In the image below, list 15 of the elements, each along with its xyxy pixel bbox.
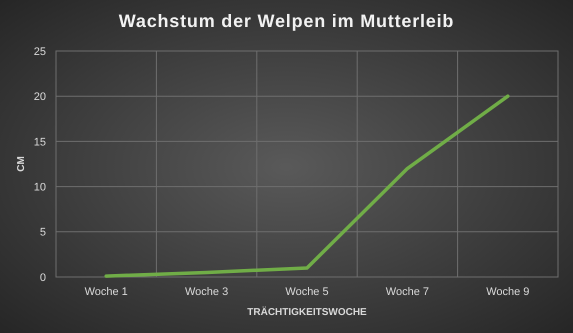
x-axis-title: TRÄCHTIGKEITSWOCHE	[247, 306, 368, 318]
line-series	[104, 94, 510, 278]
y-tick-label: 0	[40, 272, 46, 284]
y-tick-label: 25	[34, 46, 46, 58]
x-tick-label: Woche 9	[486, 286, 530, 298]
y-axis-title: CM	[16, 156, 27, 172]
chart-title: Wachstum der Welpen im Mutterleib	[118, 11, 454, 31]
x-tick-label: Woche 1	[84, 286, 128, 298]
y-tick-label: 15	[34, 136, 46, 148]
x-tick-label: Woche 3	[184, 286, 228, 298]
y-tick-label: 20	[34, 91, 46, 104]
x-tick-label: Woche 7	[386, 286, 430, 298]
y-tick-label: 5	[40, 226, 46, 239]
y-tick-label: 10	[34, 181, 46, 194]
x-tick-label: Woche 5	[285, 286, 329, 298]
